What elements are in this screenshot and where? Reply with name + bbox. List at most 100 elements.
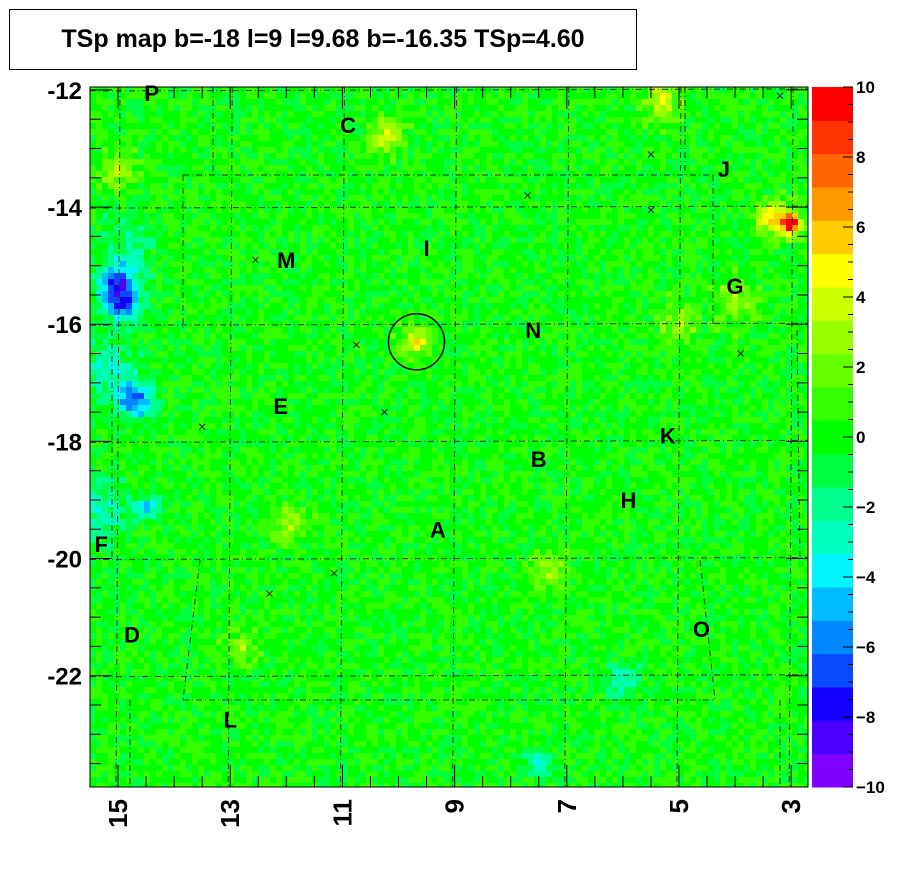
heatmap-cell [528,327,534,333]
heatmap-cell [588,309,594,315]
heatmap-cell [786,207,792,213]
heatmap-cell [558,225,564,231]
heatmap-cell [204,195,210,201]
heatmap-cell [360,297,366,303]
heatmap-cell [444,237,450,243]
heatmap-cell [702,123,708,129]
heatmap-cell [204,225,210,231]
heatmap-cell [126,135,132,141]
heatmap-cell [396,141,402,147]
heatmap-cell [528,297,534,303]
heatmap-cell [414,117,420,123]
heatmap-cell [486,315,492,321]
heatmap-cell [642,255,648,261]
heatmap-cell [414,177,420,183]
heatmap-cell [366,195,372,201]
heatmap-cell [552,291,558,297]
heatmap-cell [96,213,102,219]
heatmap-cell [372,243,378,249]
heatmap-cell [486,123,492,129]
heatmap-cell [546,225,552,231]
heatmap-cell [654,111,660,117]
heatmap-cell [270,165,276,171]
heatmap-cell [774,105,780,111]
heatmap-cell [270,219,276,225]
heatmap-cell [774,297,780,303]
heatmap-cell [588,315,594,321]
heatmap-cell [774,135,780,141]
heatmap-cell [240,201,246,207]
heatmap-cell [654,201,660,207]
heatmap-cell [234,231,240,237]
heatmap-cell [480,105,486,111]
heatmap-cell [162,183,168,189]
heatmap-cell [774,273,780,279]
heatmap-cell [708,189,714,195]
heatmap-cell [522,165,528,171]
heatmap-cell [360,261,366,267]
heatmap-cell [588,135,594,141]
heatmap-cell [120,171,126,177]
heatmap-cell [702,207,708,213]
heatmap-cell [180,183,186,189]
heatmap-cell [516,117,522,123]
heatmap-cell [552,165,558,171]
heatmap-cell [612,105,618,111]
heatmap-cell [756,279,762,285]
heatmap-cell [672,87,678,93]
heatmap-cell [516,129,522,135]
heatmap-cell [720,159,726,165]
heatmap-cell [540,321,546,327]
heatmap-cell [438,279,444,285]
heatmap-cell [546,231,552,237]
heatmap-cell [390,189,396,195]
heatmap-cell [372,159,378,165]
heatmap-cell [378,195,384,201]
heatmap-cell [510,123,516,129]
heatmap-cell [702,279,708,285]
heatmap-cell [426,93,432,99]
heatmap-cell [300,159,306,165]
heatmap-cell [144,333,150,339]
heatmap-cell [228,135,234,141]
heatmap-cell [618,105,624,111]
heatmap-cell [636,303,642,309]
heatmap-cell [204,231,210,237]
heatmap-cell [90,213,96,219]
heatmap-cell [624,207,630,213]
heatmap-cell [708,315,714,321]
heatmap-cell [336,273,342,279]
heatmap-cell [594,279,600,285]
heatmap-cell [228,87,234,93]
heatmap-cell [420,255,426,261]
heatmap-cell [792,315,798,321]
heatmap-cell [528,129,534,135]
heatmap-cell [768,249,774,255]
heatmap-cell [510,159,516,165]
heatmap-cell [492,201,498,207]
heatmap-cell [348,135,354,141]
heatmap-cell [480,273,486,279]
heatmap-cell [750,135,756,141]
heatmap-cell [390,315,396,321]
heatmap-cell [468,279,474,285]
heatmap-cell [552,171,558,177]
heatmap-cell [696,267,702,273]
heatmap-cell [228,159,234,165]
heatmap-cell [264,291,270,297]
heatmap-cell [120,87,126,93]
heatmap-cell [426,267,432,273]
heatmap-cell [180,129,186,135]
heatmap-cell [138,153,144,159]
heatmap-cell [726,201,732,207]
heatmap-cell [102,135,108,141]
heatmap-cell [156,315,162,321]
heatmap-cell [408,225,414,231]
heatmap-cell [222,213,228,219]
heatmap-cell [624,117,630,123]
heatmap-cell [618,219,624,225]
heatmap-cell [420,219,426,225]
heatmap-cell [306,225,312,231]
heatmap-cell [156,303,162,309]
heatmap-cell [204,273,210,279]
